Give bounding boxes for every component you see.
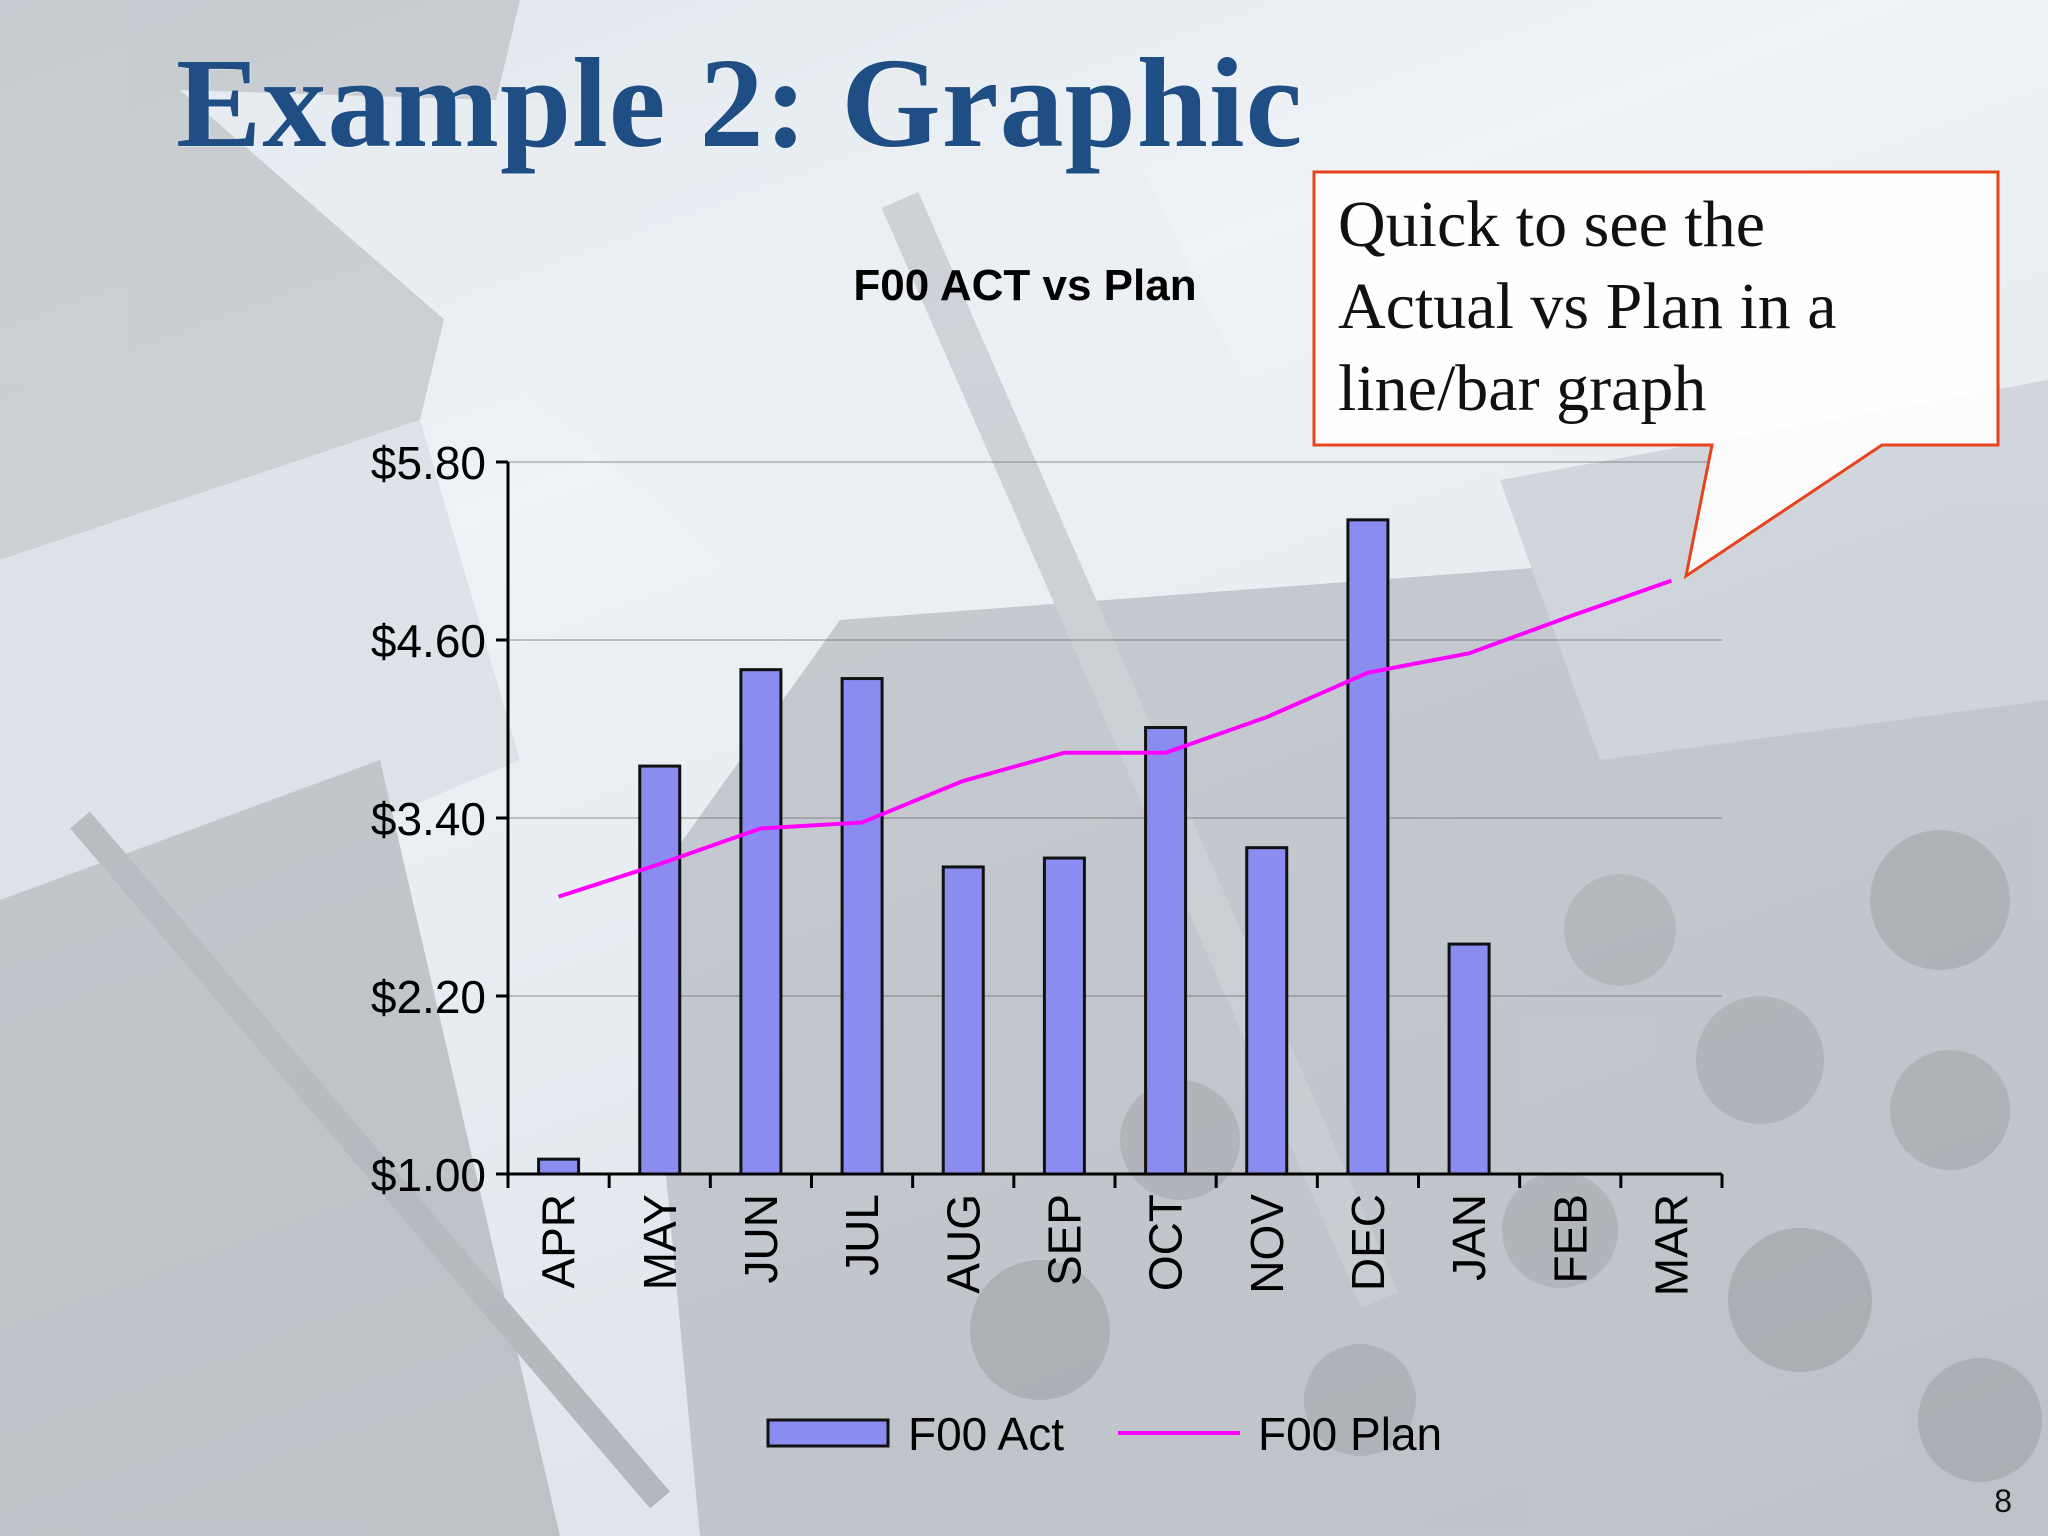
callout-border [1312,170,2000,580]
callout-box [1312,170,2000,580]
x-tick-label: JUN [735,1194,787,1283]
bar [1447,942,1491,1176]
callout-text: Quick to see the Actual vs Plan in a lin… [1338,188,1837,425]
plan-line-layer [557,578,1673,899]
y-tick-label: $3.40 [371,793,486,845]
x-tick-label: AUG [937,1194,989,1294]
x-tick-label: JUL [836,1194,888,1276]
x-tick-label: MAY [634,1194,686,1290]
bar [941,865,985,1176]
bar [1042,856,1086,1176]
x-tick-label: JAN [1443,1194,1495,1281]
bar [638,764,682,1176]
bar [1346,518,1390,1176]
y-tick-label: $4.60 [371,615,486,667]
axes [496,460,1724,1188]
legend-swatch-act [766,1418,890,1448]
plan-line [557,578,1673,899]
tick-labels: $1.00 $2.20 $3.40 $4.60 $5.80 APR MAY JUN JUL AUG… [371,437,1698,1296]
x-tick-label: NOV [1241,1194,1293,1294]
x-tick-label: MAR [1645,1194,1697,1296]
gridlines [508,461,1722,997]
y-tick-label: $1.00 [371,1149,486,1201]
x-tick-label: SEP [1038,1194,1090,1286]
legend-label-act: F00 Act [908,1408,1064,1460]
bar [840,677,884,1176]
x-tick-label: OCT [1140,1194,1192,1291]
slide-title: Example 2: Graphic [176,32,1304,174]
x-tick-label: APR [533,1194,585,1289]
chart-title: F00 ACT vs Plan [853,261,1196,310]
bar [537,1157,581,1176]
legend-label-plan: F00 Plan [1258,1408,1442,1460]
y-tick-label: $5.80 [371,437,486,489]
x-tick-label: FEB [1544,1194,1596,1283]
page-number: 8 [1994,1483,2012,1519]
bar [1144,726,1188,1176]
actual-bars [537,518,1491,1176]
y-tick-label: $2.20 [371,971,486,1023]
legend: F00 Act F00 Plan [766,1408,1442,1460]
bar [1245,846,1289,1176]
bar [739,668,783,1176]
x-tick-label: DEC [1342,1194,1394,1291]
